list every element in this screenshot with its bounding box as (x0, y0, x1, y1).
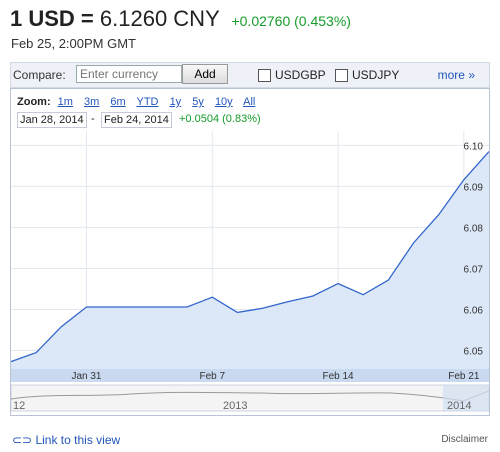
compare-option-usdgbp-label[interactable]: USDGBP (275, 68, 326, 82)
zoom-1m[interactable]: 1m (57, 96, 73, 108)
y-tick-label: 6.07 (464, 264, 484, 275)
y-axis-labels: 6.05 6.06 6.07 6.08 6.09 6.10 (464, 141, 484, 357)
navigator-selection (443, 385, 489, 411)
navigator-label: 2013 (223, 400, 247, 412)
x-axis-band (11, 369, 489, 382)
range-start-date[interactable]: Jan 28, 2014 (17, 112, 87, 128)
navigator-history-line (11, 390, 489, 402)
y-tick-label: 6.06 (464, 306, 484, 317)
y-tick-label: 6.09 (464, 182, 484, 193)
rate-value: 6.1260 CNY (99, 6, 220, 31)
link-to-this-view-label[interactable]: Link to this view (35, 433, 121, 447)
zoom-5y[interactable]: 5y (192, 96, 204, 108)
x-tick-label: Feb 14 (322, 371, 354, 382)
chart-panel: Zoom: 1m 3m 6m YTD 1y 5y 10y All Jan 28,… (10, 88, 490, 416)
link-icon: ⊂⊃ (12, 433, 33, 447)
compare-label: Compare: (13, 68, 66, 82)
zoom-all[interactable]: All (243, 96, 256, 108)
y-tick-label: 6.08 (464, 223, 484, 234)
add-currency-button[interactable]: Add (182, 64, 228, 84)
navigator-panel (11, 384, 489, 412)
compare-option-usdgbp-checkbox[interactable] (258, 69, 271, 82)
disclaimer-link[interactable]: Disclaimer (441, 434, 488, 445)
range-end-date[interactable]: Feb 24, 2014 (101, 112, 172, 128)
zoom-1y[interactable]: 1y (169, 96, 182, 108)
x-tick-label: Feb 7 (199, 371, 225, 382)
price-chart[interactable]: 6.05 6.06 6.07 6.08 6.09 6.10 Jan 31 Feb 7 Feb … (11, 131, 489, 415)
more-link[interactable]: more » (437, 68, 475, 82)
rate-change: +0.02760 (0.453%) (231, 13, 351, 29)
zoom-controls: Zoom: 1m 3m 6m YTD 1y 5y 10y All (17, 96, 263, 108)
x-tick-label: Feb 21 (448, 371, 480, 382)
compare-option-usdjpy-checkbox[interactable] (335, 69, 348, 82)
compare-currency-input[interactable] (76, 65, 182, 83)
navigator-label: 2014 (447, 400, 471, 412)
compare-bar: Compare: Add USDGBP USDJPY more » (10, 62, 490, 88)
price-line (11, 151, 489, 363)
range-change: +0.0504 (0.83%) (179, 113, 261, 125)
zoom-ytd[interactable]: YTD (136, 96, 159, 108)
exchange-rate-heading: 1 USD = 6.1260 CNY +0.02760 (0.453%) (10, 6, 351, 32)
y-tick-label: 6.05 (464, 347, 484, 358)
zoom-label: Zoom: (17, 96, 51, 108)
navigator-label: 12 (13, 400, 25, 412)
x-tick-label: Jan 31 (71, 371, 101, 382)
rate-prefix: 1 USD = (10, 6, 94, 31)
link-to-this-view[interactable]: ⊂⊃ Link to this view (12, 433, 120, 447)
x-axis-labels: Jan 31 Feb 7 Feb 14 Feb 21 (71, 371, 479, 382)
y-tick-label: 6.10 (464, 141, 484, 152)
range-separator: - (91, 113, 95, 125)
price-area (11, 151, 489, 369)
compare-option-usdjpy-label[interactable]: USDJPY (352, 68, 400, 82)
rate-timestamp: Feb 25, 2:00PM GMT (11, 36, 136, 51)
zoom-10y[interactable]: 10y (214, 96, 233, 108)
zoom-6m[interactable]: 6m (110, 96, 126, 108)
zoom-3m[interactable]: 3m (84, 96, 100, 108)
